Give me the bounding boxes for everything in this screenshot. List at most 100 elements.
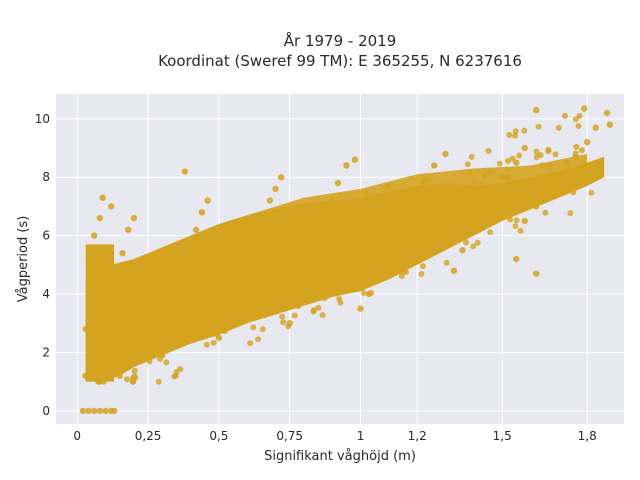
data-point <box>513 217 520 224</box>
data-point <box>259 326 266 333</box>
data-cloud-upper <box>133 153 588 289</box>
data-point <box>525 183 532 190</box>
data-point <box>533 106 540 114</box>
data-point <box>375 266 382 273</box>
data-point <box>135 336 142 343</box>
data-point <box>114 360 121 367</box>
data-point <box>140 338 147 345</box>
y-tick-label: 6 <box>42 229 50 243</box>
data-point <box>567 210 574 217</box>
data-point <box>319 210 326 217</box>
data-point <box>482 209 489 216</box>
data-point <box>284 300 291 307</box>
data-point <box>299 297 306 303</box>
data-point <box>336 295 343 302</box>
data-point <box>90 304 97 311</box>
data-point <box>490 206 497 213</box>
data-point <box>422 217 429 224</box>
data-point <box>154 305 161 312</box>
data-point <box>431 162 438 169</box>
data-point <box>555 124 562 131</box>
data-point <box>449 191 456 198</box>
data-point <box>133 352 140 359</box>
data-point <box>354 253 361 260</box>
data-point <box>181 168 189 175</box>
data-point <box>221 328 228 335</box>
data-point <box>517 227 524 234</box>
data-point <box>570 189 577 196</box>
data-point <box>82 372 89 379</box>
data-point <box>209 258 216 265</box>
data-point <box>322 284 329 291</box>
data-point <box>249 232 257 239</box>
x-tick-label: 1,8 <box>578 429 597 443</box>
data-point <box>369 232 375 239</box>
data-point <box>139 343 146 350</box>
data-point <box>149 288 156 295</box>
data-point <box>262 311 269 318</box>
data-point <box>351 156 359 163</box>
data-point <box>329 264 336 271</box>
data-point <box>113 273 121 280</box>
data-point <box>434 202 441 209</box>
data-point <box>315 223 322 230</box>
data-point <box>464 161 471 168</box>
data-point <box>533 270 540 277</box>
data-point <box>573 143 580 150</box>
data-point <box>359 266 366 273</box>
data-point <box>398 234 405 241</box>
data-point <box>575 123 582 129</box>
data-point <box>360 200 367 207</box>
data-point <box>382 205 389 212</box>
data-point <box>119 317 125 324</box>
data-point <box>407 260 414 267</box>
data-point <box>155 378 162 385</box>
data-point <box>165 294 172 301</box>
data-point <box>125 363 132 371</box>
data-point <box>222 251 229 258</box>
data-point <box>102 407 109 415</box>
data-point <box>320 257 327 264</box>
data-point <box>238 276 245 283</box>
data-point <box>136 326 143 333</box>
data-point <box>174 288 181 295</box>
data-point <box>263 233 270 239</box>
data-point <box>338 248 345 255</box>
data-point <box>300 282 308 289</box>
data-point <box>466 169 473 176</box>
data-point <box>176 296 183 304</box>
data-point <box>407 234 414 241</box>
data-point <box>255 336 262 343</box>
y-tick-label: 4 <box>42 287 50 301</box>
y-tick-label: 0 <box>42 404 50 418</box>
data-point <box>320 221 327 228</box>
data-point <box>291 312 298 319</box>
data-point <box>552 151 559 158</box>
data-point <box>202 301 209 308</box>
data-point <box>281 245 288 251</box>
data-point <box>270 306 277 313</box>
x-tick-label: 1,2 <box>408 429 427 443</box>
data-point <box>359 208 366 215</box>
data-point <box>204 328 211 335</box>
data-point <box>470 243 477 250</box>
data-point <box>91 368 98 375</box>
data-point <box>99 194 106 201</box>
data-point <box>321 295 328 302</box>
data-point <box>91 276 98 283</box>
data-point <box>127 299 134 306</box>
data-point <box>189 310 196 317</box>
data-point <box>247 340 254 347</box>
data-point <box>603 109 611 117</box>
data-point <box>572 154 579 161</box>
data-point <box>542 209 549 216</box>
y-tick-label: 10 <box>35 112 50 126</box>
data-point <box>315 268 322 274</box>
data-point <box>453 223 460 230</box>
data-point <box>417 231 424 238</box>
data-point <box>471 181 478 188</box>
data-point <box>432 191 439 198</box>
data-point <box>431 198 438 205</box>
data-point <box>149 336 156 342</box>
